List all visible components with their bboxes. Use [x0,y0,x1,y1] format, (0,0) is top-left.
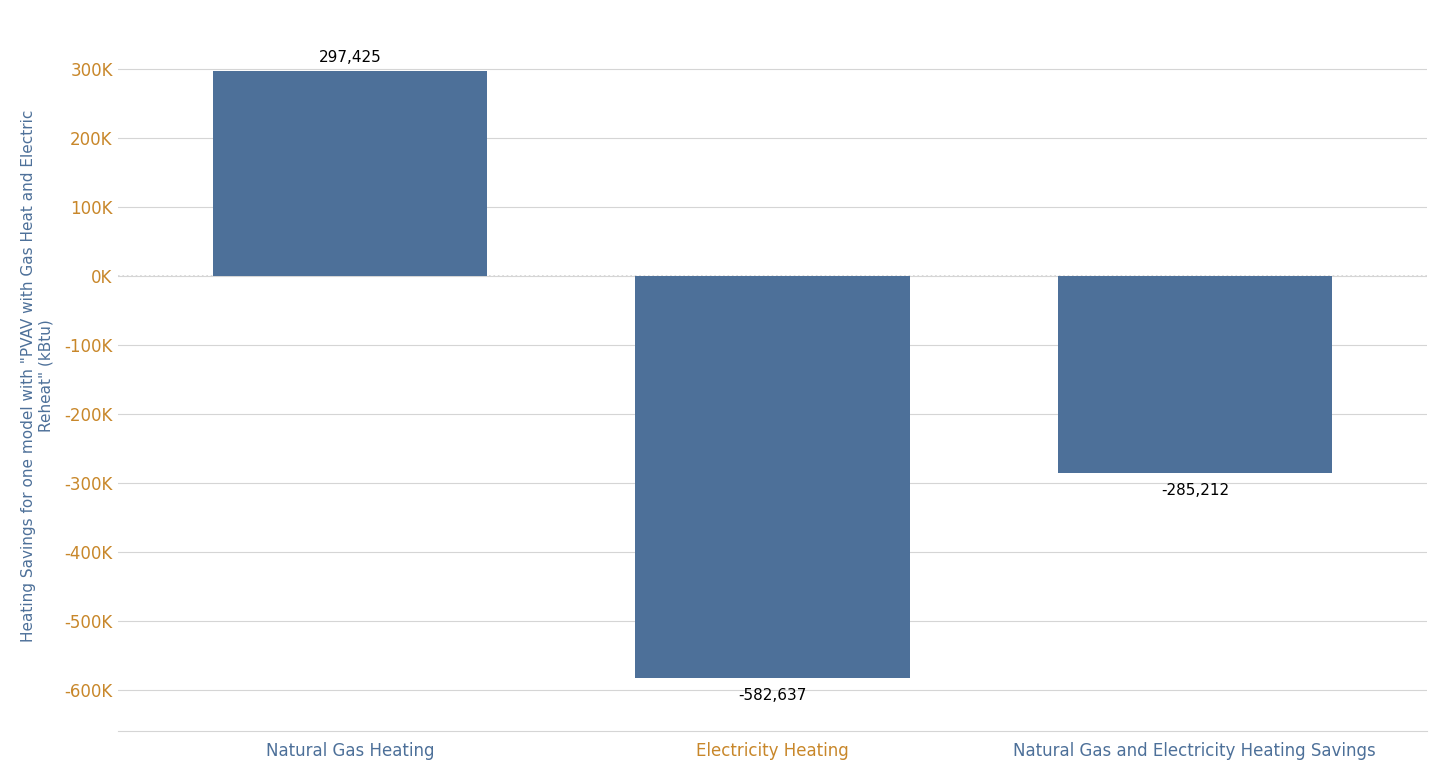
Text: 297,425: 297,425 [319,50,381,66]
Text: -285,212: -285,212 [1161,483,1229,498]
Y-axis label: Heating Savings for one model with "PVAV with Gas Heat and Electric
Reheat" (kBt: Heating Savings for one model with "PVAV… [20,110,54,642]
Bar [636,276,909,678]
Bar [213,71,487,276]
Bar [1057,276,1332,473]
Text: -582,637: -582,637 [738,688,807,703]
